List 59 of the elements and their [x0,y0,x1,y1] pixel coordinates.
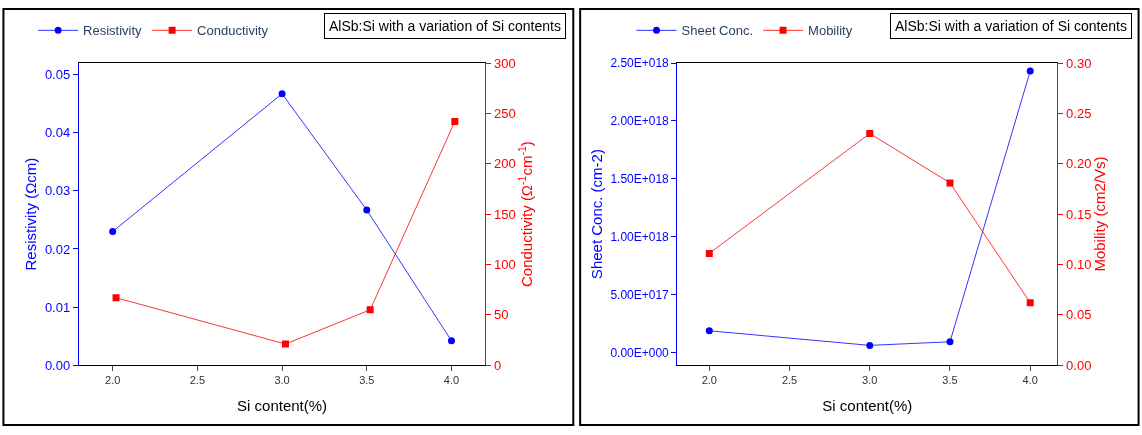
x-tick-label: 2.5 [189,374,206,387]
y-tick-label: 2.00E+018 [610,114,670,129]
y-tick-label: 1.50E+018 [610,172,670,187]
y2-tick-label: 150 [493,206,516,222]
legend-label: Sheet Conc. [681,23,754,39]
point [1026,299,1034,307]
y2-tick-label: 200 [493,156,516,172]
y-tick-label: 0.00 [44,357,71,373]
y-tick-label: 0.05 [44,67,71,83]
y2-tick-label: 0 [493,357,502,373]
y-tick-label: 0.00E+000 [610,346,670,360]
legend-label: Conductivity [197,23,269,39]
y2-tick-label: 50 [493,307,509,323]
point [866,130,874,138]
point [705,249,713,257]
point [278,90,286,98]
y-tick-label: 0.02 [44,241,71,257]
y2-tick-label: 0.25 [1066,105,1092,121]
y2-tick-label: 250 [493,105,516,121]
y2-tick-label: 0.15 [1066,206,1092,222]
y-tick-label: 1.00E+018 [610,230,670,245]
x-axis-title: Si content(%) [237,397,328,415]
x-tick-label: 3.5 [942,374,958,387]
text: AlSb:Si with a variation of Si contents [329,18,561,34]
x-axis-title: Si content(%) [822,397,913,415]
y-tick-label: 2.50E+018 [610,56,670,71]
y2-tick-label: 0.20 [1066,156,1092,172]
point [366,306,374,314]
y2-tick-label: 0.00 [1066,357,1092,373]
x-tick-label: 3.5 [359,374,375,387]
point [946,179,954,187]
y-axis-title: Sheet Conc. (cm-2) [587,149,605,280]
point [363,206,371,214]
x-tick-label: 3.0 [862,374,878,387]
text: AlSb:Si with a variation of Si contents [895,18,1127,34]
legend-label: Resistivity [83,23,143,39]
y-tick-label: 0.01 [44,299,71,315]
y-tick-label: 0.04 [44,125,71,141]
y2-tick-label: 0.05 [1066,307,1092,323]
point [447,337,455,345]
x-tick-label: 2.5 [781,374,798,387]
point [109,228,117,236]
y2-tick-label: 300 [493,55,516,71]
x-tick-label: 2.0 [105,374,121,387]
y-axis-title: Resistivity (Ωcm) [22,157,40,271]
y2-tick-label: 100 [493,257,516,273]
y2-tick-label: 0.30 [1066,55,1092,71]
point [451,117,459,125]
x-tick-label: 3.0 [274,374,290,387]
x-tick-label: 2.0 [701,374,717,387]
y2-axis-title: Mobility (cm2/Vs) [1091,156,1109,272]
y2-tick-label: 0.10 [1066,257,1092,273]
y-tick-label: 5.00E+017 [610,288,670,303]
x-tick-label: 4.0 [443,374,460,387]
point [281,340,289,348]
x-tick-label: 4.0 [1022,374,1038,387]
legend-label: Mobility [808,23,853,39]
y-tick-label: 0.03 [44,183,71,199]
point [112,294,120,302]
